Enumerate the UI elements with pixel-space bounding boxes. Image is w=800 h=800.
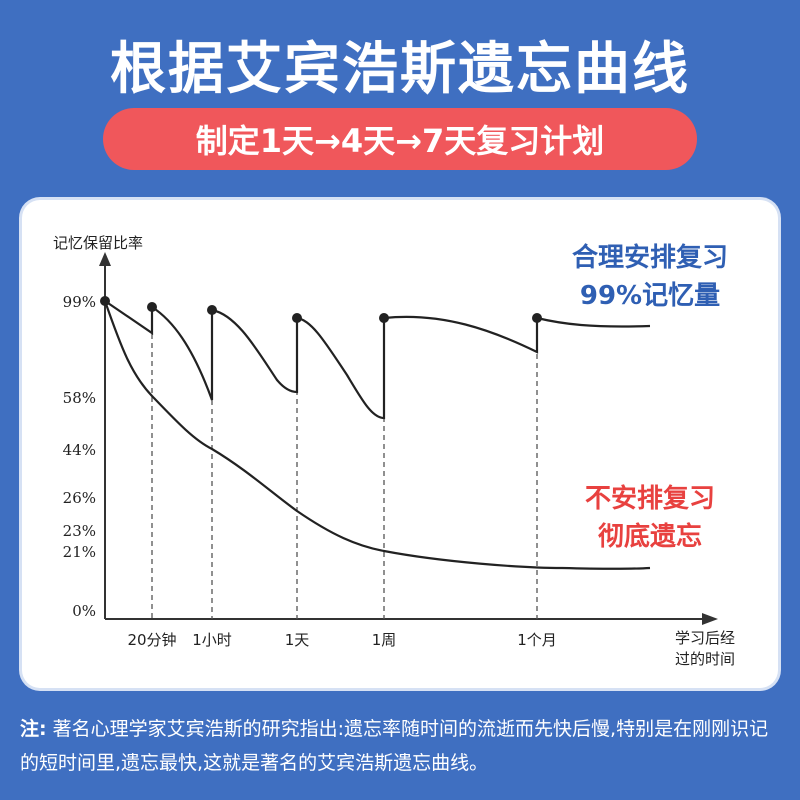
review-point	[100, 296, 110, 306]
footnote-text: 著名心理学家艾宾浩斯的研究指出:遗忘率随时间的流逝而先快后慢,特别是在刚刚识记的…	[20, 718, 769, 774]
y-tick-label: 23%	[63, 522, 96, 540]
with-review-annotation-line1: 合理安排复习	[572, 242, 728, 273]
page-title: 根据艾宾浩斯遗忘曲线	[110, 37, 690, 102]
x-tick-label: 1小时	[192, 631, 232, 649]
review-point	[207, 305, 217, 315]
y-tick-label: 58%	[63, 389, 96, 407]
x-tick-label: 20分钟	[127, 631, 176, 649]
y-axis-label: 记忆保留比率	[53, 234, 143, 252]
forgetting-curve-chart: 记忆保留比率 学习后经 过的时间 99% 58% 44% 26% 23% 21%…	[53, 234, 735, 668]
y-tick-label: 99%	[63, 293, 96, 311]
x-axis-label-line2: 过的时间	[675, 650, 735, 668]
with-review-annotation-line2: 99%记忆量	[580, 281, 720, 311]
review-memory-curve	[104, 300, 651, 420]
without-review-annotation-line2: 彻底遗忘	[598, 521, 702, 552]
no-review-forgetting-curve	[103, 300, 651, 570]
footnote-label: 注:	[20, 718, 47, 740]
y-tick-label: 44%	[63, 441, 96, 459]
y-tick-label: 21%	[63, 543, 96, 561]
review-point	[532, 313, 542, 323]
review-plan-banner: 制定1天→4天→7天复习计划	[103, 108, 697, 170]
x-tick-label: 1天	[285, 631, 310, 649]
footnote: 注: 著名心理学家艾宾浩斯的研究指出:遗忘率随时间的流逝而先快后慢,特别是在刚刚…	[20, 712, 780, 780]
x-tick-label: 1个月	[517, 631, 557, 649]
x-tick-label: 1周	[372, 631, 397, 649]
x-axis-label-line1: 学习后经	[675, 629, 735, 647]
y-tick-label: 0%	[72, 602, 96, 620]
review-point	[379, 313, 389, 323]
review-point	[292, 313, 302, 323]
without-review-annotation-line1: 不安排复习	[585, 484, 715, 514]
forgetting-curve-chart-panel: 记忆保留比率 学习后经 过的时间 99% 58% 44% 26% 23% 21%…	[22, 200, 778, 688]
y-tick-label: 26%	[63, 489, 96, 507]
x-axis-arrow	[702, 613, 718, 625]
review-point	[147, 302, 157, 312]
y-axis-arrow	[99, 252, 111, 266]
